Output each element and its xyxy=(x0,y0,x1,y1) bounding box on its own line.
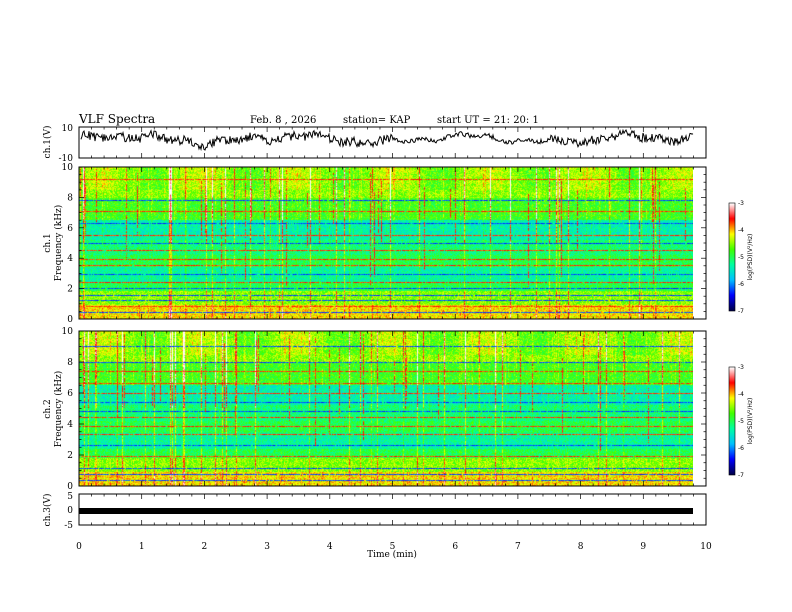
xtick-label-10: 10 xyxy=(700,542,712,552)
spec2-ytick-label-6: 6 xyxy=(67,389,73,399)
spec2-colorbar xyxy=(729,367,735,475)
spec2-ytick-label-4: 4 xyxy=(67,420,73,430)
spec1-colorbar xyxy=(729,203,735,311)
spec1-ytick-label-8: 8 xyxy=(67,193,73,203)
spec1-colorbar-label: log(PSD)(V²/Hz) xyxy=(747,234,754,281)
spec1-cbar-tick-m7: -7 xyxy=(738,308,744,315)
spec2-xticks xyxy=(78,331,707,486)
ch2-spectrogram-image xyxy=(79,331,693,486)
xtick-label-2: 2 xyxy=(202,542,208,552)
time-axis-label: Time (min) xyxy=(367,549,417,560)
ch3-ylabel: ch.3(V) xyxy=(42,494,53,527)
spec2-cbar-tick-m3: -3 xyxy=(738,364,744,371)
station-label: station= KAP xyxy=(343,115,411,126)
xtick-label-9: 9 xyxy=(640,542,646,552)
spec1-ytick-label-10: 10 xyxy=(62,163,74,173)
ch1-ytick-top: 10 xyxy=(62,124,74,134)
date-label: Feb. 8 , 2026 xyxy=(250,115,316,126)
spec2-cbar-tick-m5: -5 xyxy=(738,418,744,425)
ch3-waveform-panel: 5 0 -5 ch.3(V) 0 1 2 3 4 5 6 7 8 9 10 Time (min) xyxy=(42,492,712,560)
spec2-yticks: 0 2 4 6 8 10 xyxy=(62,327,706,492)
xtick-label-5: 5 xyxy=(390,542,396,552)
spec1-colorbar-frame xyxy=(728,202,736,312)
xtick-label-1: 1 xyxy=(139,542,145,552)
ch1-spectrogram-image xyxy=(79,167,693,319)
spec1-xticks xyxy=(78,167,707,319)
spec1-ytick-label-6: 6 xyxy=(67,224,73,234)
spec1-cbar-tick-m4: -4 xyxy=(738,227,744,234)
spec2-ylabel-channel: ch.2 xyxy=(43,399,53,418)
spec1-yticks: 0 2 4 6 8 10 xyxy=(62,163,706,325)
xtick-label-6: 6 xyxy=(452,542,458,552)
spec2-ylabel-frequency: Frequency (kHz) xyxy=(53,371,64,448)
ch1-ylabel: ch.1(V) xyxy=(42,126,53,159)
spec2-colorbar-frame xyxy=(728,366,736,476)
spec1-ytick-label-0: 0 xyxy=(67,315,73,325)
spec1-ytick-label-4: 4 xyxy=(67,254,73,264)
spec1-ylabel-frequency: Frequency (kHz) xyxy=(53,205,64,282)
ch1-ytick-bottom: -10 xyxy=(59,154,74,164)
ch3-ytick-mid: 0 xyxy=(67,506,73,516)
ch1-trace xyxy=(80,128,694,152)
ch3-xtick-labels: 0 1 2 3 4 5 6 7 8 9 10 xyxy=(76,542,712,552)
xtick-label-0: 0 xyxy=(76,542,82,552)
spec2-colorbar-label: log(PSD)(V²/Hz) xyxy=(747,398,754,445)
ch1-spectrogram-panel: 0 2 4 6 8 10 ch.1 Frequency (kHz) -3 -4 -5 -6… xyxy=(43,163,754,325)
ch3-xticks xyxy=(78,494,707,525)
xtick-label-4: 4 xyxy=(327,542,333,552)
ch3-trace-band xyxy=(79,508,693,514)
spec1-ylabel-channel: ch.1 xyxy=(43,233,53,252)
ch1-xticks xyxy=(78,127,707,158)
spec1-cbar-tick-m3: -3 xyxy=(738,200,744,207)
ch1-waveform-panel: 10 -10 ch.1(V) xyxy=(42,124,707,164)
spec2-ytick-label-10: 10 xyxy=(62,327,74,337)
spec2-cbar-tick-m7: -7 xyxy=(738,472,744,479)
spec2-cbar-tick-m6: -6 xyxy=(738,445,744,452)
spec1-cbar-tick-m6: -6 xyxy=(738,281,744,288)
start-ut-label: start UT = 21: 20: 1 xyxy=(437,115,539,126)
spec2-ytick-label-0: 0 xyxy=(67,482,73,492)
xtick-label-7: 7 xyxy=(515,542,521,552)
xtick-label-8: 8 xyxy=(578,542,584,552)
spec2-ytick-label-2: 2 xyxy=(67,451,73,461)
ch2-spectrogram-panel: 0 2 4 6 8 10 ch.2 Frequency (kHz) -3 -4 -5 -6… xyxy=(43,327,754,492)
figure-title: VLF Spectra xyxy=(78,112,155,126)
ch3-ytick-top: 5 xyxy=(67,492,73,502)
xtick-label-3: 3 xyxy=(264,542,270,552)
spec2-cbar-tick-m4: -4 xyxy=(738,391,744,398)
ch3-ytick-bottom: -5 xyxy=(64,521,73,531)
spec2-ytick-label-8: 8 xyxy=(67,358,73,368)
spec1-ytick-label-2: 2 xyxy=(67,285,73,295)
spec1-cbar-tick-m5: -5 xyxy=(738,254,744,261)
